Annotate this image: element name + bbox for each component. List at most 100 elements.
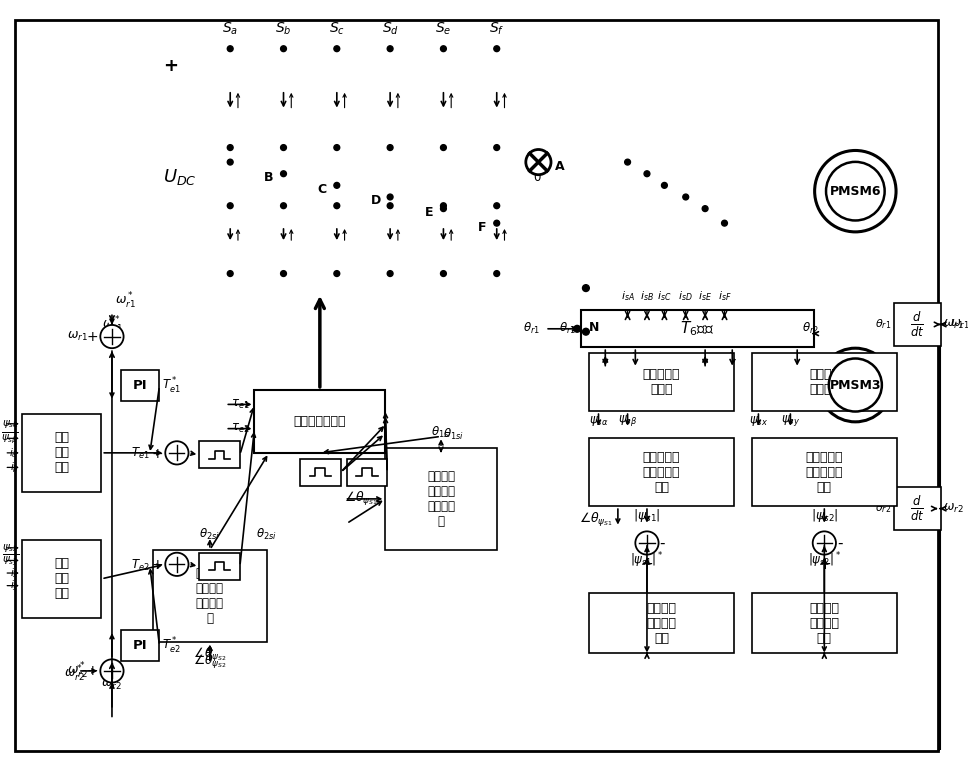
Text: 六相电机
定子磁链
扇区的判
断: 六相电机 定子磁链 扇区的判 断: [427, 470, 455, 528]
Bar: [255, 390, 385, 453]
Bar: [347, 459, 387, 486]
Circle shape: [644, 171, 650, 177]
Circle shape: [334, 45, 340, 52]
Text: N: N: [589, 322, 599, 335]
Text: 六相定子磁
链的幅值及
角度: 六相定子磁 链的幅值及 角度: [643, 451, 681, 493]
Circle shape: [494, 271, 499, 277]
Text: +: +: [818, 557, 831, 571]
Text: $\psi_{sx}$: $\psi_{sx}$: [749, 414, 768, 428]
Circle shape: [702, 206, 708, 211]
Text: $S_e$: $S_e$: [436, 20, 452, 36]
Bar: [199, 441, 240, 468]
Text: $i_{\beta}$: $i_{\beta}$: [10, 460, 19, 475]
Circle shape: [281, 203, 287, 209]
Circle shape: [227, 203, 233, 209]
Bar: [751, 594, 897, 654]
Circle shape: [440, 45, 446, 52]
Circle shape: [281, 171, 287, 177]
Text: $i_x$: $i_x$: [10, 566, 19, 580]
Text: $|\psi_{s2}|$: $|\psi_{s2}|$: [810, 507, 838, 524]
Circle shape: [526, 150, 551, 175]
Text: $\psi_{sx}$: $\psi_{sx}$: [2, 542, 19, 554]
Text: $\omega_{r2}^-$: $\omega_{r2}^-$: [102, 676, 123, 692]
Text: $S_a$: $S_a$: [222, 20, 238, 36]
Circle shape: [494, 203, 499, 209]
Text: +: +: [641, 557, 653, 571]
Circle shape: [101, 659, 124, 682]
Text: $\angle\theta_{\psi_{S2}}$: $\angle\theta_{\psi_{S2}}$: [193, 646, 227, 665]
Text: $i_{sE}$: $i_{sE}$: [698, 289, 712, 303]
Text: -: -: [837, 536, 842, 550]
Circle shape: [829, 359, 882, 412]
Text: $|\psi_{s1}|^*$: $|\psi_{s1}|^*$: [630, 550, 664, 570]
Circle shape: [387, 194, 393, 200]
Text: $S_d$: $S_d$: [381, 20, 399, 36]
Circle shape: [494, 221, 499, 226]
Circle shape: [334, 145, 340, 150]
Text: $|\psi_{s1}|$: $|\psi_{s1}|$: [633, 507, 661, 524]
Text: $\psi_{s\beta}$: $\psi_{s\beta}$: [618, 413, 637, 429]
Text: $\theta_{r2}$: $\theta_{r2}$: [789, 352, 805, 367]
Circle shape: [624, 159, 630, 165]
Text: $i_x$: $i_x$: [700, 352, 711, 368]
Text: 给定三相
电机定子
磁链: 给定三相 电机定子 磁链: [809, 602, 839, 645]
Text: $i_{sF}$: $i_{sF}$: [717, 289, 732, 303]
Circle shape: [281, 271, 287, 277]
Text: A: A: [555, 160, 564, 173]
Bar: [581, 311, 814, 347]
Text: $i_{\alpha}$: $i_{\alpha}$: [600, 352, 611, 368]
Text: $\omega_{r2}^*$: $\omega_{r2}^*$: [64, 664, 85, 684]
Circle shape: [227, 271, 233, 277]
Bar: [22, 414, 102, 492]
Text: +: +: [152, 447, 164, 461]
Text: 三相
电机
转矩: 三相 电机 转矩: [54, 557, 69, 601]
Circle shape: [334, 271, 340, 277]
Text: $T_{e1}^*$: $T_{e1}^*$: [163, 376, 181, 396]
Circle shape: [440, 206, 446, 211]
Text: 最优开关矢量表: 最优开关矢量表: [293, 415, 347, 428]
Circle shape: [494, 45, 499, 52]
Circle shape: [227, 145, 233, 150]
Text: $\angle\theta_{\psi_{S1}}$: $\angle\theta_{\psi_{S1}}$: [344, 490, 378, 508]
Bar: [894, 303, 941, 346]
Text: $\omega_{r1}^*$: $\omega_{r1}^*$: [102, 315, 122, 335]
Bar: [751, 353, 897, 411]
Circle shape: [227, 45, 233, 52]
Text: 给定六相
电机定子
磁链: 给定六相 电机定子 磁链: [647, 602, 677, 645]
Text: $\theta_{r1}$: $\theta_{r1}$: [524, 322, 540, 336]
Circle shape: [583, 284, 590, 291]
Text: B: B: [264, 171, 274, 184]
Text: 六相
电机
转矩: 六相 电机 转矩: [54, 431, 69, 474]
Text: $S_f$: $S_f$: [489, 20, 504, 36]
Text: $\theta_{r2}$: $\theta_{r2}$: [802, 322, 819, 336]
Circle shape: [281, 145, 287, 150]
Text: E: E: [425, 206, 433, 219]
Text: $\frac{d}{dt}$: $\frac{d}{dt}$: [910, 494, 924, 524]
Circle shape: [387, 145, 393, 150]
Text: $\omega_{r1}^*$: $\omega_{r1}^*$: [115, 291, 136, 311]
Circle shape: [494, 145, 499, 150]
Text: $\theta_{2si}$: $\theta_{2si}$: [256, 527, 277, 542]
Text: $\omega_{r2}^*$: $\omega_{r2}^*$: [67, 661, 88, 681]
Circle shape: [440, 203, 446, 209]
Text: D: D: [371, 194, 380, 207]
Text: $i_{sA}$: $i_{sA}$: [620, 289, 635, 303]
Text: -: -: [111, 335, 116, 349]
Text: $T_{e2}$: $T_{e2}$: [131, 557, 150, 573]
Bar: [121, 371, 160, 402]
Circle shape: [387, 45, 393, 52]
Bar: [589, 353, 734, 411]
Circle shape: [635, 531, 658, 554]
Bar: [22, 540, 102, 618]
Text: $i_{sC}$: $i_{sC}$: [657, 289, 672, 303]
Text: $\omega_{r2}$: $\omega_{r2}$: [943, 502, 963, 515]
Text: PMSM6: PMSM6: [830, 185, 881, 197]
Text: $\theta_{2si}$: $\theta_{2si}$: [199, 527, 221, 542]
Circle shape: [387, 271, 393, 277]
Bar: [199, 553, 240, 580]
Circle shape: [721, 221, 727, 226]
Text: +: +: [152, 558, 164, 572]
Circle shape: [227, 159, 233, 165]
Text: +: +: [87, 664, 99, 678]
Text: 0: 0: [532, 171, 540, 184]
